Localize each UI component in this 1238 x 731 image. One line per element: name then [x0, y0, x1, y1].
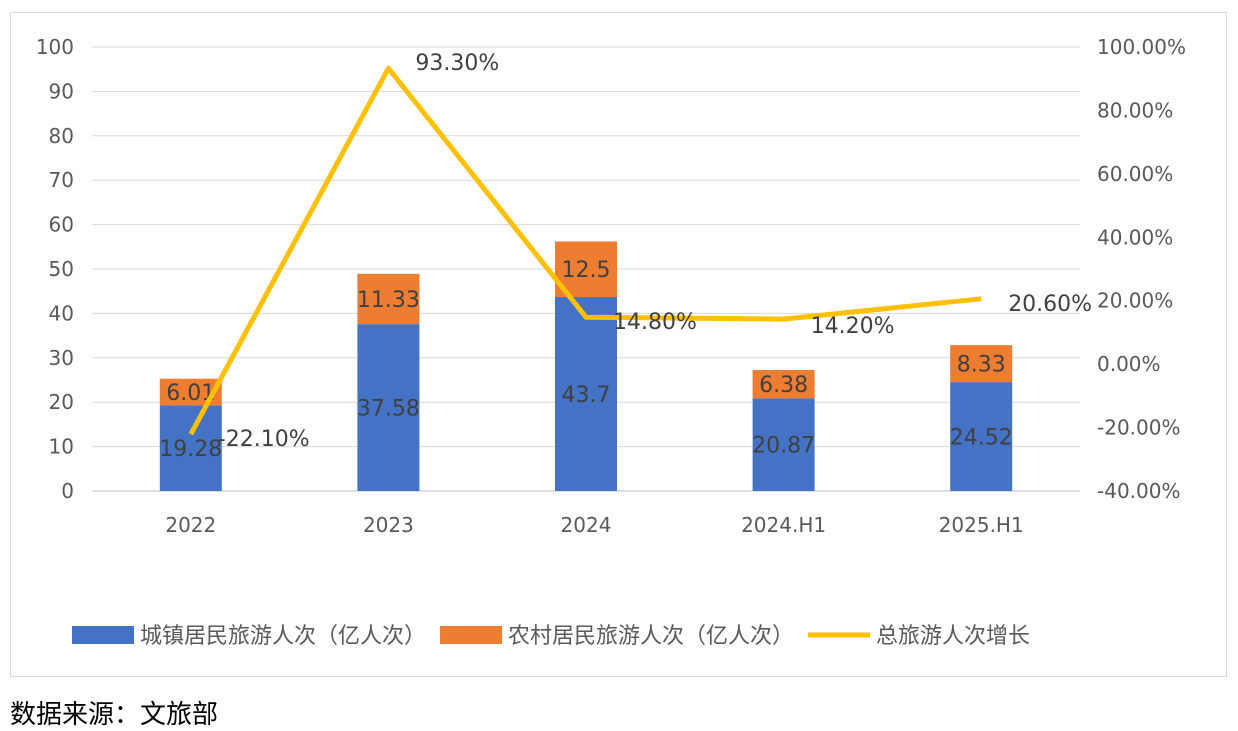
legend-label: 农村居民旅游人次（亿人次）	[508, 624, 794, 649]
data-label-urban: 20.87	[752, 434, 815, 459]
data-label-rural: 6.38	[759, 373, 808, 398]
data-label-growth: 14.20%	[811, 314, 895, 339]
left-tick-label: 50	[49, 257, 74, 281]
right-tick-label: -40.00%	[1097, 479, 1180, 503]
left-tick-label: 90	[49, 79, 74, 103]
right-tick-label: 60.00%	[1097, 162, 1173, 186]
data-label-growth: 14.80%	[613, 310, 697, 335]
legend-swatch	[440, 626, 502, 644]
data-label-urban: 19.28	[159, 437, 222, 462]
legend-swatch	[72, 626, 134, 644]
left-tick-label: 70	[49, 168, 74, 192]
data-label-growth: -22.10%	[218, 427, 310, 452]
right-tick-label: 0.00%	[1097, 352, 1161, 376]
left-tick-label: 60	[49, 213, 74, 237]
right-tick-label: 100.00%	[1097, 35, 1186, 59]
right-tick-label: 40.00%	[1097, 225, 1173, 249]
data-label-urban: 43.7	[562, 383, 611, 408]
data-label-growth: 93.30%	[415, 51, 499, 76]
data-label-urban: 24.52	[950, 426, 1013, 451]
left-tick-label: 10	[49, 435, 74, 459]
right-tick-label: -20.00%	[1097, 416, 1180, 440]
source-note: 数据来源：文旅部	[10, 694, 218, 731]
left-tick-label: 100	[36, 35, 74, 59]
left-tick-label: 20	[49, 390, 74, 414]
data-label-growth: 20.60%	[1008, 292, 1092, 317]
left-tick-label: 80	[49, 124, 74, 148]
data-label-rural: 8.33	[957, 353, 1006, 378]
data-label-urban: 37.58	[357, 397, 420, 422]
left-tick-label: 40	[49, 301, 74, 325]
right-tick-label: 20.00%	[1097, 289, 1173, 313]
legend-label: 总旅游人次增长	[876, 624, 1030, 649]
x-tick-label: 2022	[165, 513, 216, 537]
left-tick-label: 30	[49, 346, 74, 370]
x-tick-label: 2024.H1	[741, 513, 826, 537]
x-tick-label: 2024	[561, 513, 612, 537]
right-tick-label: 80.00%	[1097, 98, 1173, 122]
left-tick-label: 0	[61, 479, 74, 503]
x-tick-label: 2023	[363, 513, 414, 537]
legend-label: 城镇居民旅游人次（亿人次）	[140, 624, 426, 649]
data-label-rural: 11.33	[357, 288, 420, 313]
x-tick-label: 2025.H1	[939, 513, 1024, 537]
data-label-rural: 12.5	[562, 258, 611, 283]
